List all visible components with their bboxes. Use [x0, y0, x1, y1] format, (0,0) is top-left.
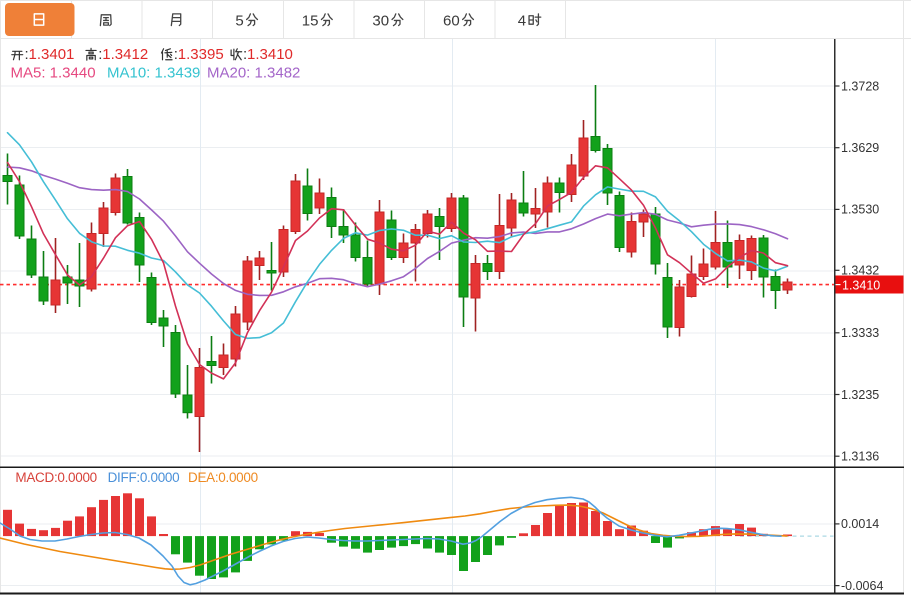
svg-text:1.3333: 1.3333	[841, 326, 879, 340]
svg-text:MACD:0.0000: MACD:0.0000	[15, 470, 97, 485]
svg-text:1.3410: 1.3410	[842, 278, 880, 292]
svg-text:1.3401: 1.3401	[29, 46, 75, 63]
svg-text:1.3530: 1.3530	[841, 203, 879, 217]
svg-text::: :	[25, 46, 29, 63]
svg-text::: :	[174, 46, 178, 63]
svg-text:1.3235: 1.3235	[841, 388, 879, 402]
svg-text:MA10: 1.3439: MA10: 1.3439	[107, 65, 200, 82]
svg-text::: :	[243, 46, 247, 63]
svg-text:60: 60	[443, 13, 460, 30]
svg-text:DIFF:0.0000: DIFF:0.0000	[108, 470, 180, 485]
svg-text:MA20: 1.3482: MA20: 1.3482	[207, 65, 300, 82]
svg-text:5: 5	[235, 13, 243, 30]
svg-text:MA5: 1.3440: MA5: 1.3440	[11, 65, 96, 82]
svg-text::: :	[98, 46, 102, 63]
svg-text:30: 30	[372, 13, 389, 30]
svg-text:1.3395: 1.3395	[178, 46, 224, 63]
svg-text:1.3728: 1.3728	[841, 79, 879, 93]
svg-text:0.0014: 0.0014	[841, 517, 879, 531]
svg-text:1.3136: 1.3136	[841, 450, 879, 464]
svg-text:DEA:0.0000: DEA:0.0000	[188, 470, 258, 485]
svg-text:1.3432: 1.3432	[841, 264, 879, 278]
svg-text:1.3412: 1.3412	[102, 46, 148, 63]
svg-text:1.3410: 1.3410	[247, 46, 293, 63]
svg-text:15: 15	[302, 13, 319, 30]
svg-text:4: 4	[518, 13, 526, 30]
svg-text:1.3629: 1.3629	[841, 141, 879, 155]
svg-text:-0.0064: -0.0064	[841, 579, 883, 593]
